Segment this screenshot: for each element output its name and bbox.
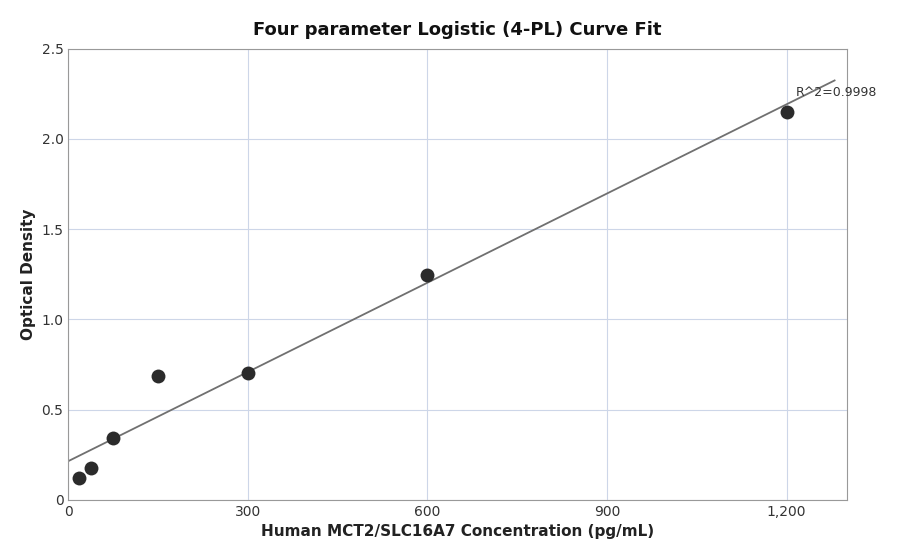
X-axis label: Human MCT2/SLC16A7 Concentration (pg/mL): Human MCT2/SLC16A7 Concentration (pg/mL)	[261, 524, 653, 539]
Point	[240, 369, 254, 378]
Point	[83, 464, 97, 473]
Point	[106, 433, 120, 442]
Point	[72, 473, 87, 482]
Point	[151, 372, 165, 381]
Point	[419, 270, 434, 279]
Title: Four parameter Logistic (4-PL) Curve Fit: Four parameter Logistic (4-PL) Curve Fit	[253, 21, 661, 39]
Text: R^2=0.9998: R^2=0.9998	[795, 86, 876, 99]
Y-axis label: Optical Density: Optical Density	[21, 208, 36, 340]
Point	[778, 108, 793, 116]
